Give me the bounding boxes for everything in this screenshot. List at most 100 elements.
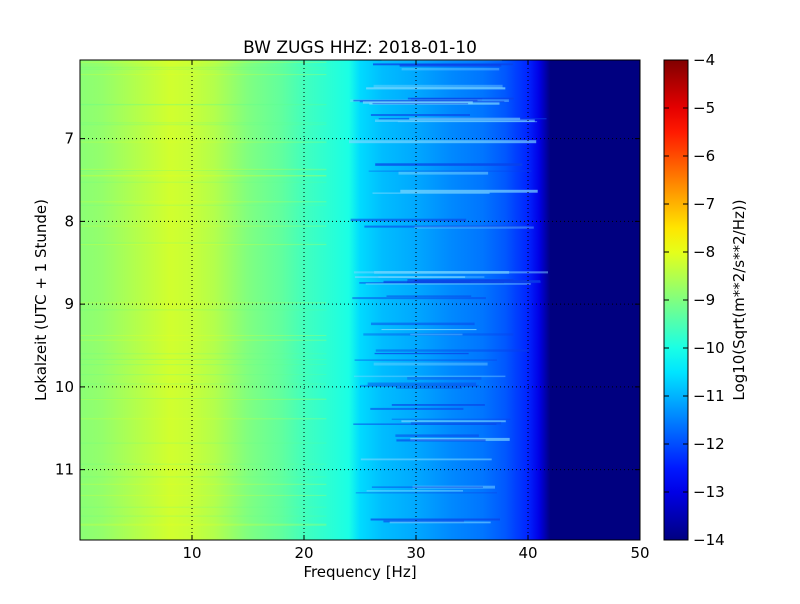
- time-streak: [80, 494, 327, 496]
- time-streak: [80, 398, 327, 400]
- time-streak: [407, 377, 482, 380]
- time-streak: [80, 418, 327, 420]
- time-streak: [80, 181, 327, 183]
- time-streak: [353, 99, 478, 102]
- time-streak: [409, 117, 521, 120]
- x-axis-label: Frequency [Hz]: [303, 563, 416, 581]
- time-streak: [370, 114, 470, 116]
- time-streak: [391, 404, 485, 406]
- time-streak: [80, 463, 327, 465]
- time-streak: [80, 364, 327, 366]
- time-streak: [80, 515, 327, 517]
- time-streak: [80, 339, 327, 341]
- x-tick-label: 40: [518, 544, 537, 562]
- time-streak: [360, 384, 479, 387]
- time-streak: [80, 68, 327, 70]
- time-streak: [80, 225, 327, 227]
- time-streak: [80, 302, 327, 304]
- time-streak: [80, 201, 327, 203]
- time-streak: [367, 382, 477, 386]
- time-streak: [381, 60, 502, 62]
- colorbar-label: Log10(Sqrt(m**2/s**2/Hz)): [730, 199, 748, 400]
- colorbar-tick-label: −13: [693, 483, 725, 501]
- time-streak: [366, 490, 463, 492]
- time-streak: [355, 492, 497, 494]
- time-streak: [396, 387, 462, 389]
- time-streak: [80, 309, 327, 311]
- time-streak: [354, 276, 466, 278]
- time-streak: [80, 103, 327, 105]
- colorbar-tick-label: −10: [693, 339, 725, 357]
- time-streak: [366, 87, 506, 90]
- time-streak: [80, 175, 327, 177]
- time-streak: [369, 102, 500, 105]
- time-streak: [353, 423, 497, 425]
- time-streak: [80, 242, 327, 244]
- time-streak: [372, 192, 490, 194]
- time-streak: [407, 97, 514, 100]
- time-streak: [80, 104, 327, 106]
- time-streak: [364, 225, 527, 228]
- time-streak: [395, 434, 479, 437]
- time-streak: [80, 244, 327, 246]
- time-streak: [407, 281, 471, 283]
- time-streak: [410, 421, 502, 425]
- y-tick-label: 11: [55, 461, 74, 479]
- y-tick-label: 7: [64, 130, 74, 148]
- time-streak: [80, 353, 327, 355]
- time-streak: [398, 171, 489, 175]
- time-streak: [401, 68, 500, 71]
- time-streak: [370, 407, 464, 410]
- time-streak: [80, 168, 327, 170]
- time-streak: [80, 74, 327, 76]
- time-streak: [360, 458, 492, 461]
- time-streak: [381, 329, 477, 331]
- time-streak: [350, 218, 467, 222]
- x-tick-label: 30: [406, 544, 425, 562]
- time-streak: [80, 374, 327, 376]
- time-streak: [354, 359, 497, 361]
- time-streak: [412, 485, 495, 489]
- time-streak: [400, 189, 538, 193]
- time-streak: [378, 276, 485, 278]
- chart-title: BW ZUGS HHZ: 2018-01-10: [243, 38, 477, 58]
- x-axis-ticks: 10 20 30 40 50: [182, 60, 650, 562]
- time-streak: [407, 279, 514, 281]
- time-streak: [80, 169, 327, 171]
- time-streak: [80, 335, 327, 336]
- time-streak: [80, 175, 327, 177]
- time-streak: [396, 439, 486, 442]
- colorbar-tick-label: −8: [693, 243, 715, 261]
- time-streak: [411, 98, 483, 101]
- y-axis-label: Lokalzeit (UTC + 1 Stunde): [32, 199, 50, 401]
- time-streak: [372, 102, 469, 105]
- spectrogram-image: [80, 60, 640, 540]
- time-streak: [370, 518, 500, 521]
- time-streak: [371, 486, 483, 488]
- time-streak: [80, 141, 327, 143]
- y-tick-label: 9: [64, 295, 74, 313]
- x-tick-label: 50: [630, 544, 649, 562]
- time-streak: [80, 476, 327, 478]
- time-streak: [80, 483, 327, 485]
- grid-lines: [80, 60, 640, 540]
- time-streak: [373, 84, 503, 88]
- colorbar-ticks: −4 −5 −6 −7 −8 −9 −10 −11 −12 −13 −14: [664, 51, 725, 549]
- time-streak: [363, 333, 514, 336]
- colorbar-tick-label: −9: [693, 291, 715, 309]
- time-streak: [349, 140, 537, 144]
- time-streak: [375, 349, 529, 352]
- y-tick-label: 10: [55, 378, 74, 396]
- colorbar-tick-label: −6: [693, 147, 715, 165]
- time-streak: [352, 297, 486, 300]
- colorbar-tick-label: −7: [693, 195, 715, 213]
- time-streak: [389, 521, 491, 524]
- y-axis-ticks: 7 8 9 10 11: [55, 130, 640, 479]
- time-streak: [414, 226, 534, 229]
- x-tick-label: 20: [294, 544, 313, 562]
- plot-frame: [79, 59, 641, 541]
- time-streak: [80, 398, 327, 400]
- time-streak: [353, 375, 506, 378]
- time-streak: [399, 64, 502, 67]
